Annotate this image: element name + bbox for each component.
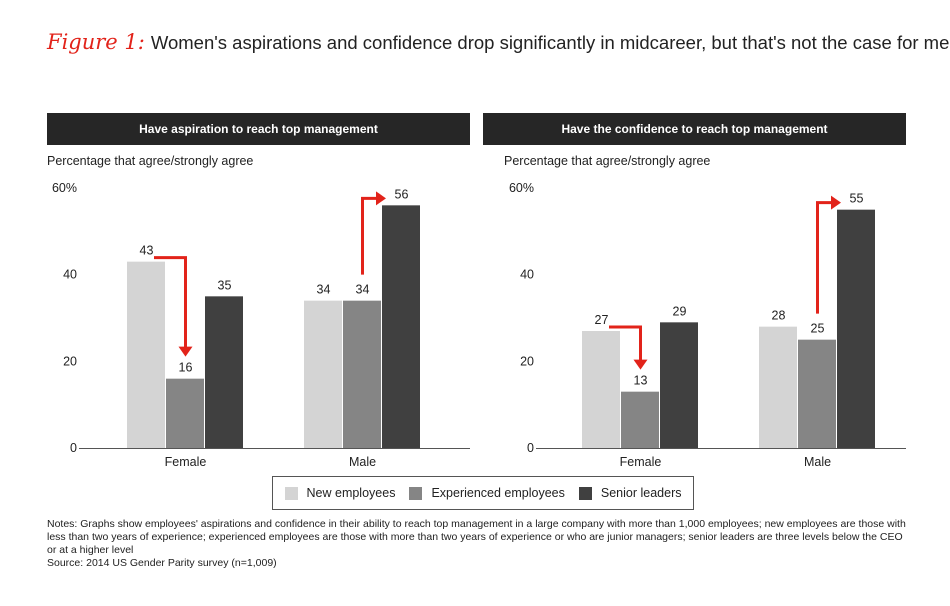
category-label-female: Female	[620, 455, 662, 469]
figure-title-text: Women's aspirations and confidence drop …	[150, 32, 950, 53]
notes: Notes: Graphs show employees' aspiration…	[47, 518, 907, 570]
bar-male-senior-leaders	[837, 209, 875, 448]
legend-swatch-new-employees	[284, 486, 298, 500]
bar-female-new-employees	[127, 261, 165, 448]
category-label-male: Male	[349, 455, 376, 469]
data-label-male-experienced-employees: 34	[356, 283, 370, 297]
y-tick-label: 60%	[52, 181, 77, 195]
bar-male-new-employees	[304, 300, 342, 448]
y-tick-label: 60%	[509, 181, 534, 195]
y-tick-label: 40	[63, 268, 77, 282]
data-label-male-new-employees: 28	[772, 309, 786, 323]
arrowhead-female-down	[178, 346, 193, 357]
legend-item-experienced-employees: Experienced employees	[409, 486, 565, 500]
legend-item-new-employees: New employees	[284, 486, 396, 500]
legend-label-senior-leaders: Senior leaders	[600, 486, 682, 500]
data-label-male-senior-leaders: 55	[850, 192, 864, 206]
arrow-male-up	[361, 196, 378, 275]
legend-label-new-employees: New employees	[306, 486, 396, 500]
y-tick-label: 0	[70, 441, 77, 455]
data-label-female-senior-leaders: 29	[673, 304, 687, 318]
arrowhead-female-down	[633, 359, 648, 370]
y-tick-label: 20	[63, 354, 77, 368]
legend-swatch-senior-leaders	[578, 486, 592, 500]
category-label-male: Male	[804, 455, 831, 469]
bar-female-new-employees	[582, 331, 620, 448]
data-label-female-experienced-employees: 13	[634, 374, 648, 388]
legend-item-senior-leaders: Senior leaders	[578, 486, 682, 500]
bar-female-senior-leaders	[205, 296, 243, 448]
arrow-female-down	[154, 256, 187, 349]
bar-male-new-employees	[759, 326, 797, 448]
y-tick-label: 40	[520, 268, 534, 282]
right-panel-header: Have the confidence to reach top managem…	[483, 113, 906, 145]
figure-title: Figure 1: Women's aspirations and confide…	[47, 30, 950, 54]
bar-male-experienced-employees	[343, 300, 381, 448]
category-label-female: Female	[165, 455, 207, 469]
legend-swatch-experienced-employees	[409, 486, 423, 500]
source-text: Source: 2014 US Gender Parity survey (n=…	[47, 557, 277, 569]
data-label-female-senior-leaders: 35	[218, 278, 232, 292]
data-label-male-new-employees: 34	[317, 283, 331, 297]
arrowhead-male-up	[831, 195, 841, 210]
aspiration-chart: 0 20 40 60% 43 16 35 Female 34 34 56 Male	[52, 181, 470, 469]
right-y-axis-label: Percentage that agree/strongly agree	[504, 154, 711, 168]
data-label-male-senior-leaders: 56	[395, 187, 409, 201]
bar-female-experienced-employees	[621, 391, 659, 448]
left-panel-header: Have aspiration to reach top management	[47, 113, 470, 145]
arrowhead-male-up	[376, 191, 386, 206]
bar-male-senior-leaders	[382, 205, 420, 448]
data-label-female-new-employees: 27	[595, 313, 609, 327]
figure-label: Figure 1:	[47, 30, 145, 54]
notes-text: Notes: Graphs show employees' aspiration…	[47, 518, 906, 556]
bar-female-experienced-employees	[166, 378, 204, 448]
y-tick-label: 20	[520, 354, 534, 368]
legend: New employees Experienced employees Seni…	[272, 476, 694, 510]
bar-female-senior-leaders	[660, 322, 698, 448]
bar-male-experienced-employees	[798, 339, 836, 448]
data-label-male-experienced-employees: 25	[811, 322, 825, 336]
data-label-female-new-employees: 43	[140, 244, 154, 258]
legend-label-experienced-employees: Experienced employees	[431, 486, 565, 500]
arrow-female-down	[609, 325, 642, 362]
confidence-chart: 0 20 40 60% 27 13 29 Female 28 25 55 Male	[509, 181, 906, 469]
left-y-axis-label: Percentage that agree/strongly agree	[47, 154, 254, 168]
y-tick-label: 0	[527, 441, 534, 455]
data-label-female-experienced-employees: 16	[179, 361, 193, 375]
arrow-male-up	[816, 201, 833, 314]
